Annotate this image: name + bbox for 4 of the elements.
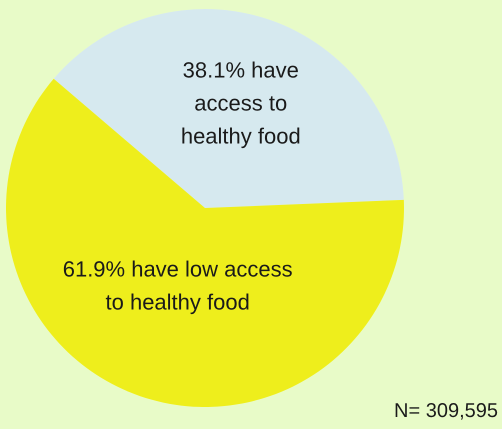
pie-slice [54,9,404,208]
text: N= 309,595 [394,400,498,422]
slice-label: 61.9% have low access to healthy food [62,256,293,314]
slice-label: 38.1% have access to healthy food [180,57,301,148]
